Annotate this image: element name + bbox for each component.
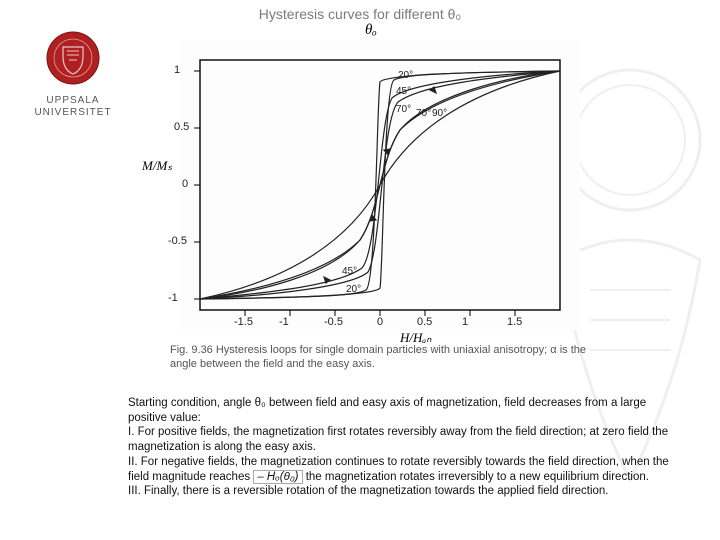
body-iii: III. Finally, there is a reversible rota…	[128, 485, 608, 497]
hysteresis-chart: 1 0.5 0 -0.5 -1 -1.5 -1 -0.5 0 0.5 1 1.5…	[180, 40, 580, 330]
body-text: Starting condition, angle θ₀ between fie…	[128, 396, 688, 499]
x-tick: 0.5	[417, 316, 432, 328]
university-logo: UPPSALA UNIVERSITET	[18, 30, 128, 119]
x-tick: -1.5	[234, 316, 253, 328]
angle-label: 70°	[396, 104, 411, 115]
angle-label: 70°	[416, 108, 431, 119]
figure-area: θₒ M/Mₛ H/Hₐₙ	[170, 24, 590, 314]
seal-icon	[45, 30, 101, 86]
y-tick: 0.5	[174, 121, 189, 133]
angle-label: 20°	[398, 70, 413, 81]
x-tick: -0.5	[324, 316, 343, 328]
body-intro: Starting condition, angle θ₀ between fie…	[128, 397, 646, 424]
logo-line1: UPPSALA	[18, 95, 128, 107]
body-ii-b: the magnetization rotates irreversibly t…	[303, 471, 649, 483]
y-tick: 1	[174, 64, 180, 76]
theta-label: θₒ	[365, 22, 377, 39]
x-tick: 1.5	[507, 316, 522, 328]
figure-caption: Fig. 9.36 Hysteresis loops for single do…	[170, 344, 600, 372]
logo-line2: UNIVERSITET	[18, 107, 128, 119]
body-ii-formula: – Hₒ(θ₀)	[253, 470, 302, 484]
angle-label: 20°	[346, 284, 361, 295]
x-tick: 1	[462, 316, 468, 328]
x-tick: -1	[279, 316, 289, 328]
y-tick: -0.5	[168, 235, 187, 247]
angle-label: 45°	[396, 86, 411, 97]
body-i: I. For positive fields, the magnetizatio…	[128, 426, 668, 453]
y-tick: 0	[182, 178, 188, 190]
y-tick: -1	[168, 292, 178, 304]
y-axis-label: M/Mₛ	[142, 158, 172, 174]
page-title: Hysteresis curves for different θ₀	[0, 0, 720, 24]
angle-label: 45°	[342, 266, 357, 277]
angle-label: 90°	[432, 108, 447, 119]
x-tick: 0	[377, 316, 383, 328]
